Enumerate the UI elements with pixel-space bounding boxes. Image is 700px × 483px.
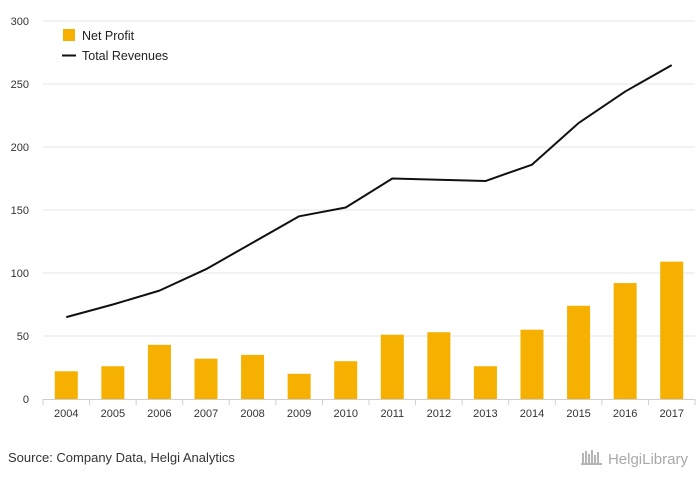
y-axis: 0 50 100 150 200 250 300 [11, 16, 29, 406]
x-tick-label: 2012 [427, 408, 451, 420]
x-axis: 2004 2005 2006 2007 2008 2009 2010 2011 2012 2013… [42, 399, 696, 420]
bar-net-profit [287, 373, 311, 399]
x-tick-label: 2008 [240, 408, 264, 420]
bar-net-profit [194, 358, 218, 399]
bar-net-profit [334, 361, 358, 399]
legend-label-net-profit: Net Profit [82, 29, 135, 43]
y-tick-label: 150 [11, 205, 29, 217]
legend: Net Profit Total Revenues [62, 29, 168, 63]
x-tick-label: 2004 [54, 408, 78, 420]
brand-logo: HelgiLibrary [580, 449, 688, 469]
bar-net-profit [427, 332, 451, 399]
brand-name: HelgiLibrary [607, 450, 688, 468]
source-note: Source: Company Data, Helgi Analytics [8, 450, 235, 465]
chart: 2004 2005 2006 2007 2008 2009 2010 2011 2012 2013… [11, 16, 696, 420]
x-tick-label: 2010 [333, 408, 357, 420]
y-tick-label: 50 [17, 331, 29, 343]
bar-net-profit [54, 371, 78, 399]
bar-net-profit [660, 261, 684, 399]
y-tick-label: 250 [11, 79, 29, 91]
line-series-total-revenues [66, 64, 673, 319]
x-tick-label: 2006 [147, 408, 171, 420]
library-icon [580, 449, 603, 469]
y-tick-label: 0 [23, 394, 29, 406]
legend-swatch-net-profit [63, 29, 75, 41]
bar-net-profit [473, 366, 497, 399]
bar-net-profit [147, 344, 171, 399]
bar-series-net-profit [54, 261, 684, 399]
x-tick-label: 2009 [287, 408, 311, 420]
y-tick-label: 200 [11, 142, 29, 154]
y-tick-label: 300 [11, 16, 29, 28]
bar-net-profit [241, 354, 265, 399]
x-tick-label: 2011 [380, 408, 404, 420]
bar-net-profit [380, 334, 404, 399]
x-tick-label: 2014 [520, 408, 544, 420]
bar-net-profit [520, 329, 544, 399]
x-tick-label: 2016 [613, 408, 637, 420]
gridlines [43, 20, 695, 337]
legend-label-total-revenues: Total Revenues [82, 49, 168, 63]
bar-net-profit [567, 305, 591, 399]
x-tick-label: 2005 [101, 408, 125, 420]
x-tick-label: 2013 [473, 408, 497, 420]
x-tick-label: 2007 [194, 408, 218, 420]
bar-net-profit [101, 366, 125, 399]
line-total-revenues [66, 64, 673, 319]
x-tick-label: 2015 [566, 408, 590, 420]
y-tick-label: 100 [11, 268, 29, 280]
x-tick-label: 2017 [659, 408, 683, 420]
bar-net-profit [613, 283, 637, 399]
